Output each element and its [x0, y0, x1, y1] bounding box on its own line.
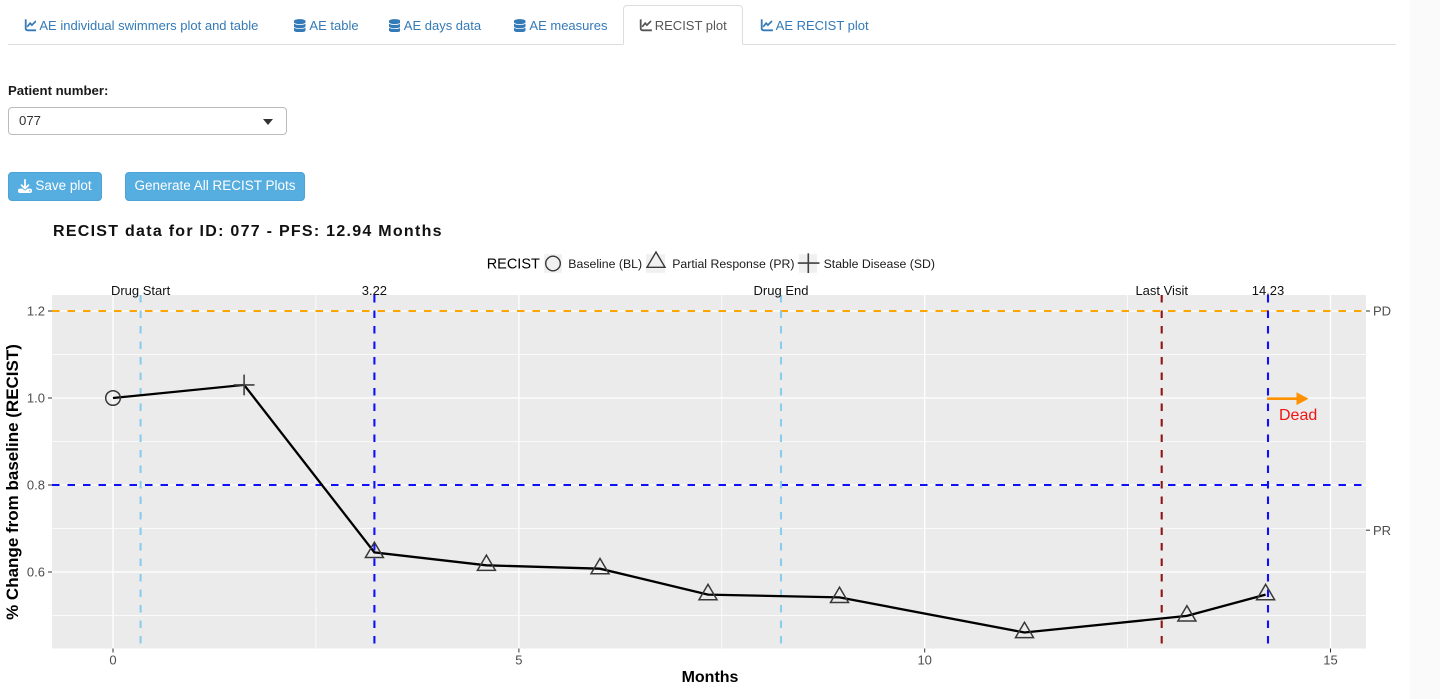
svg-text:PR: PR [1373, 523, 1391, 538]
svg-text:10: 10 [917, 653, 931, 668]
svg-text:5: 5 [515, 653, 522, 668]
svg-text:15: 15 [1323, 653, 1337, 668]
svg-text:Drug Start: Drug Start [111, 283, 171, 298]
svg-text:3.22: 3.22 [362, 283, 387, 298]
svg-text:Partial Response (PR): Partial Response (PR) [672, 257, 794, 271]
svg-text:0.8: 0.8 [27, 478, 45, 493]
svg-text:1.2: 1.2 [27, 304, 45, 319]
svg-text:Stable Disease (SD): Stable Disease (SD) [824, 257, 935, 271]
svg-text:Baseline (BL): Baseline (BL) [568, 257, 642, 271]
svg-text:Months: Months [682, 669, 739, 686]
svg-text:14.23: 14.23 [1252, 283, 1285, 298]
svg-text:RECIST: RECIST [487, 257, 540, 273]
svg-text:0: 0 [109, 653, 116, 668]
svg-text:Dead: Dead [1279, 407, 1317, 424]
svg-text:PD: PD [1373, 304, 1391, 319]
svg-text:% Change from baseline (RECIST: % Change from baseline (RECIST) [3, 344, 22, 620]
svg-text:1.0: 1.0 [27, 391, 45, 406]
svg-text:Last Visit: Last Visit [1135, 283, 1188, 298]
svg-text:Drug End: Drug End [754, 283, 809, 298]
svg-text:0.6: 0.6 [27, 565, 45, 580]
